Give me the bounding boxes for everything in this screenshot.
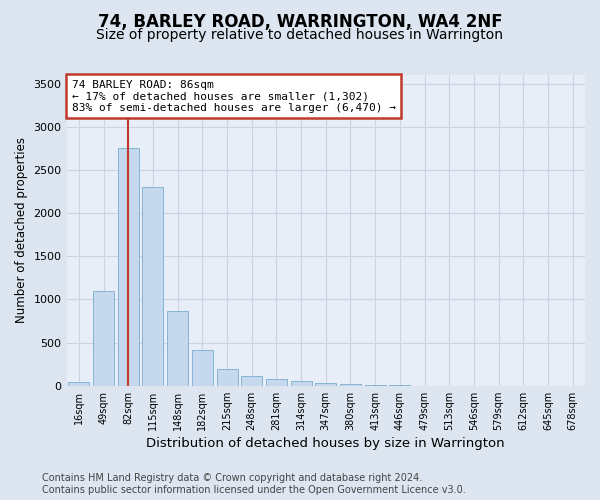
Text: 74, BARLEY ROAD, WARRINGTON, WA4 2NF: 74, BARLEY ROAD, WARRINGTON, WA4 2NF xyxy=(98,12,502,30)
Text: 74 BARLEY ROAD: 86sqm
← 17% of detached houses are smaller (1,302)
83% of semi-d: 74 BARLEY ROAD: 86sqm ← 17% of detached … xyxy=(72,80,396,113)
Bar xyxy=(315,383,336,386)
Bar xyxy=(340,384,361,386)
Bar xyxy=(167,310,188,386)
Bar xyxy=(217,368,238,386)
X-axis label: Distribution of detached houses by size in Warrington: Distribution of detached houses by size … xyxy=(146,437,505,450)
Bar xyxy=(290,381,311,386)
Y-axis label: Number of detached properties: Number of detached properties xyxy=(15,138,28,324)
Bar xyxy=(142,187,163,386)
Bar xyxy=(241,376,262,386)
Bar xyxy=(118,148,139,386)
Bar xyxy=(365,385,386,386)
Bar xyxy=(68,382,89,386)
Bar xyxy=(192,350,213,386)
Bar xyxy=(93,291,114,386)
Text: Size of property relative to detached houses in Warrington: Size of property relative to detached ho… xyxy=(97,28,503,42)
Text: Contains HM Land Registry data © Crown copyright and database right 2024.
Contai: Contains HM Land Registry data © Crown c… xyxy=(42,474,466,495)
Bar xyxy=(266,380,287,386)
